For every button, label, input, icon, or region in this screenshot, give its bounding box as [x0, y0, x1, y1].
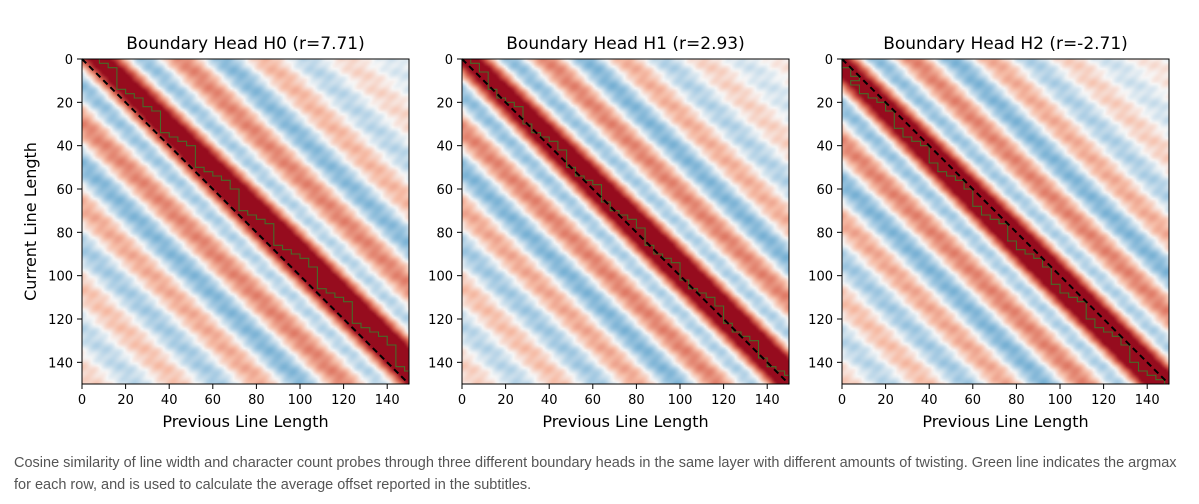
x-tick-label: 20 — [877, 393, 894, 408]
x-tick-label: 140 — [755, 393, 780, 408]
x-tick-label: 60 — [965, 393, 982, 408]
diagonal-line — [841, 58, 1170, 385]
x-tick-label: 80 — [1008, 393, 1025, 408]
x-tick-label: 120 — [331, 393, 356, 408]
x-axis-label: Previous Line Length — [922, 412, 1088, 431]
x-tick-label: 60 — [585, 393, 602, 408]
y-axis-label: Current Line Length — [21, 142, 40, 301]
y-tick-label: 120 — [428, 313, 453, 328]
y-tick-label: 0 — [65, 53, 73, 68]
y-tick-label: 140 — [428, 356, 453, 371]
y-tick-label: 100 — [428, 270, 453, 285]
y-tick-label: 100 — [808, 270, 833, 285]
x-tick-label: 40 — [921, 393, 938, 408]
x-tick-label: 100 — [668, 393, 693, 408]
axes-frame — [841, 58, 1170, 385]
y-tick-label: 40 — [816, 140, 833, 155]
x-tick-label: 0 — [78, 393, 86, 408]
argmax-line — [470, 59, 790, 384]
y-tick-label: 80 — [816, 226, 833, 241]
x-tick-label: 100 — [1048, 393, 1073, 408]
y-tick-label: 0 — [445, 53, 453, 68]
y-tick-label: 40 — [56, 140, 73, 155]
y-tick-label: 20 — [436, 96, 453, 111]
x-tick-label: 0 — [838, 393, 846, 408]
diagonal-line — [81, 58, 410, 385]
x-tick-label: 20 — [497, 393, 514, 408]
x-tick-label: 80 — [628, 393, 645, 408]
x-tick-label: 20 — [117, 393, 134, 408]
argmax-line — [841, 59, 1166, 384]
x-tick-label: 80 — [248, 393, 265, 408]
heatmap-panel-2: Boundary Head H2 (r=-2.71) 0 20 40 60 80 100 12… — [808, 34, 1170, 431]
x-axis-label: Previous Line Length — [542, 412, 708, 431]
y-tick-label: 60 — [56, 183, 73, 198]
y-tick-label: 120 — [48, 313, 73, 328]
figure: Boundary Head H0 (r=7.71) 0 20 40 60 80 100 120… — [21, 34, 1170, 431]
diagonal-line — [461, 58, 790, 385]
x-tick-label: 40 — [541, 393, 558, 408]
chart-title: Boundary Head H2 (r=-2.71) — [883, 34, 1128, 54]
x-tick-label: 100 — [288, 393, 313, 408]
x-axis-label: Previous Line Length — [162, 412, 328, 431]
chart-title: Boundary Head H0 (r=7.71) — [126, 34, 364, 54]
chart-title: Boundary Head H1 (r=2.93) — [506, 34, 744, 54]
y-tick-label: 140 — [48, 356, 73, 371]
y-tick-label: 80 — [56, 226, 73, 241]
y-tick-label: 80 — [436, 226, 453, 241]
argmax-line — [98, 59, 410, 384]
x-tick-label: 60 — [205, 393, 222, 408]
y-tick-label: 100 — [48, 270, 73, 285]
x-tick-label: 40 — [161, 393, 178, 408]
y-tick-label: 20 — [816, 96, 833, 111]
x-tick-label: 140 — [375, 393, 400, 408]
heatmap-panel-1: Boundary Head H1 (r=2.93) 0 20 40 60 80 100 120… — [428, 34, 790, 431]
x-tick-label: 140 — [1135, 393, 1160, 408]
axes-frame — [81, 58, 410, 385]
x-tick-label: 120 — [711, 393, 736, 408]
y-tick-label: 0 — [825, 53, 833, 68]
heatmap-panel-0: Boundary Head H0 (r=7.71) 0 20 40 60 80 100 120… — [21, 34, 410, 431]
y-tick-label: 40 — [436, 140, 453, 155]
y-tick-label: 140 — [808, 356, 833, 371]
y-tick-label: 60 — [436, 183, 453, 198]
axes-frame — [461, 58, 790, 385]
figure-caption: Cosine similarity of line width and char… — [14, 455, 1177, 493]
y-tick-label: 60 — [816, 183, 833, 198]
y-tick-label: 20 — [56, 96, 73, 111]
x-tick-label: 120 — [1091, 393, 1116, 408]
y-tick-label: 120 — [808, 313, 833, 328]
x-tick-label: 0 — [458, 393, 466, 408]
